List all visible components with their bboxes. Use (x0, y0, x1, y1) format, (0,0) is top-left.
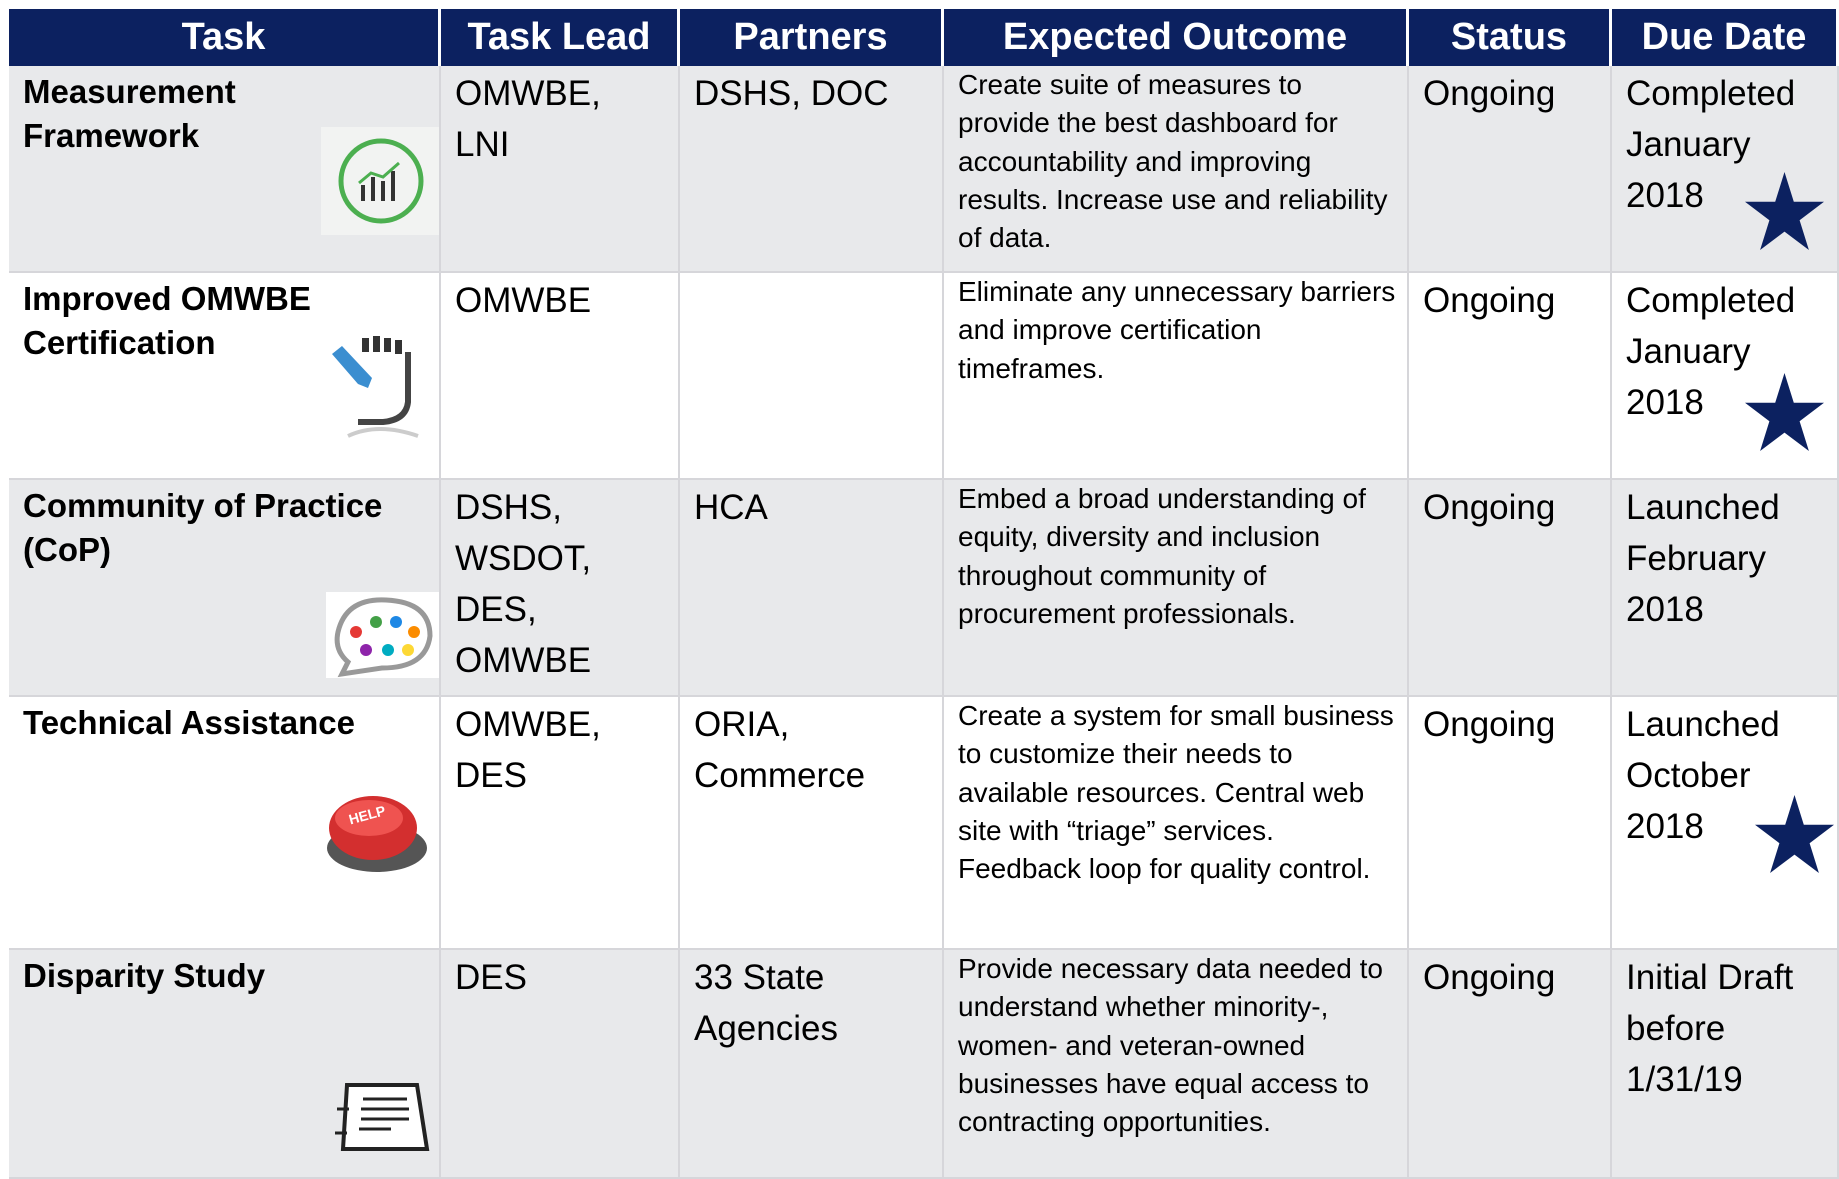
task-lead: DES (455, 958, 527, 997)
notebook-icon (335, 1083, 430, 1151)
table-cell: Ongoing (1409, 480, 1612, 697)
task-name: Measurement Framework (23, 73, 236, 154)
status: Ongoing (1423, 74, 1556, 113)
due-date: Initial Draft before 1/31/19 (1626, 958, 1794, 1099)
expected-outcome: Eliminate any unnecessary barriers and i… (958, 276, 1396, 384)
community-icon (326, 592, 439, 678)
star-icon (1745, 373, 1824, 451)
expected-outcome: Embed a broad understanding of equity, d… (958, 483, 1366, 629)
partners: 33 State Agencies (694, 958, 838, 1048)
status: Ongoing (1423, 958, 1556, 997)
task-lead: OMWBE, DES (455, 705, 601, 795)
table-cell: Ongoing (1409, 66, 1612, 273)
table-cell: Create a system for small business to cu… (944, 697, 1409, 950)
table-cell: Ongoing (1409, 950, 1612, 1179)
column-header: Expected Outcome (944, 9, 1409, 66)
table-cell: Ongoing (1409, 697, 1612, 950)
column-header: Due Date (1612, 9, 1839, 66)
table-cell: DSHS, WSDOT, DES, OMWBE (441, 480, 680, 697)
task-name: Community of Practice (CoP) (23, 487, 383, 568)
due-date: Launched February 2018 (1626, 488, 1780, 629)
help-button-icon: HELP (327, 796, 427, 872)
task-lead: OMWBE (455, 281, 592, 320)
table-cell (680, 273, 944, 480)
table-cell: Eliminate any unnecessary barriers and i… (944, 273, 1409, 480)
table-cell: Embed a broad understanding of equity, d… (944, 480, 1409, 697)
status: Ongoing (1423, 488, 1556, 527)
column-header: Task (9, 9, 441, 66)
partners: DSHS, DOC (694, 74, 889, 113)
table-cell: DES (441, 950, 680, 1179)
chart-icon (321, 127, 439, 235)
table-cell: 33 State Agencies (680, 950, 944, 1179)
star-icon (1745, 172, 1824, 250)
pen-icon (332, 336, 419, 438)
star-icon (1755, 795, 1834, 873)
task-lead: DSHS, WSDOT, DES, OMWBE (455, 488, 592, 680)
column-header: Partners (680, 9, 944, 66)
table-cell: Ongoing (1409, 273, 1612, 480)
task-name: Technical Assistance (23, 704, 355, 741)
task-lead: OMWBE, LNI (455, 74, 601, 164)
table-cell: HCA (680, 480, 944, 697)
task-name: Disparity Study (23, 957, 266, 994)
column-header: Status (1409, 9, 1612, 66)
task-name: Improved OMWBE Certification (23, 280, 311, 361)
due-date: Launched October 2018 (1626, 705, 1780, 846)
column-header: Task Lead (441, 9, 680, 66)
table-cell: OMWBE, DES (441, 697, 680, 950)
table-cell: Completed January 2018 (1612, 273, 1839, 480)
table-cell: ORIA, Commerce (680, 697, 944, 950)
partners: HCA (694, 488, 768, 527)
due-date: Completed January 2018 (1626, 281, 1796, 422)
expected-outcome: Provide necessary data needed to underst… (958, 953, 1383, 1138)
table-cell: Create suite of measures to provide the … (944, 66, 1409, 273)
table-cell: Initial Draft before 1/31/19 (1612, 950, 1839, 1179)
due-date: Completed January 2018 (1626, 74, 1796, 215)
partners: ORIA, Commerce (694, 705, 866, 795)
status: Ongoing (1423, 281, 1556, 320)
table-cell: DSHS, DOC (680, 66, 944, 273)
table-cell: OMWBE, LNI (441, 66, 680, 273)
expected-outcome: Create a system for small business to cu… (958, 700, 1394, 885)
expected-outcome: Create suite of measures to provide the … (958, 69, 1388, 254)
table-cell: OMWBE (441, 273, 680, 480)
table-cell: Provide necessary data needed to underst… (944, 950, 1409, 1179)
table-cell: Launched February 2018 (1612, 480, 1839, 697)
status: Ongoing (1423, 705, 1556, 744)
